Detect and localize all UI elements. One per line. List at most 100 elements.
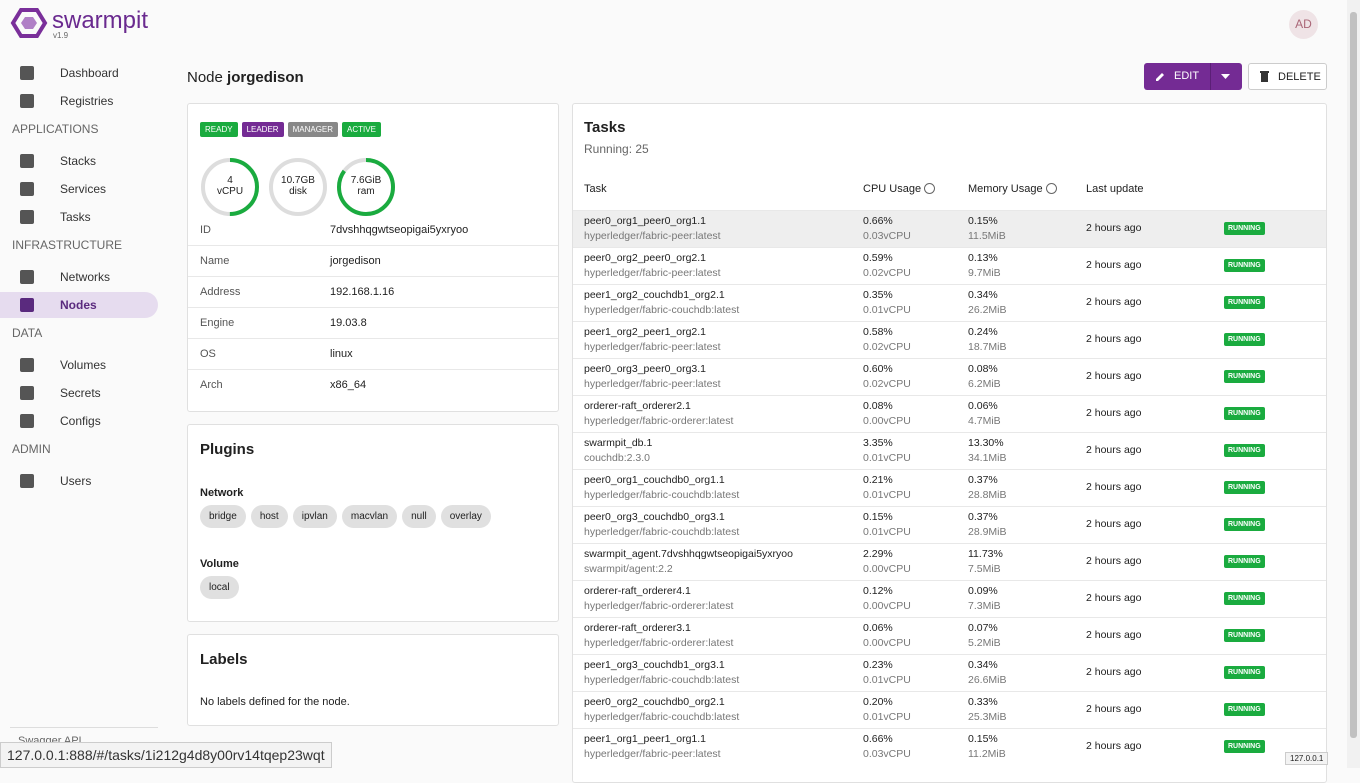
nav-item[interactable]: Users <box>0 468 158 494</box>
delete-button[interactable]: DELETE <box>1248 63 1327 90</box>
nav-item[interactable]: Services <box>0 176 158 202</box>
info-key: Name <box>200 255 230 267</box>
tasks-title: Tasks <box>584 119 626 136</box>
task-row[interactable]: orderer-raft_orderer4.1 hyperledger/fabri… <box>573 580 1326 617</box>
last-update: 2 hours ago <box>1086 592 1142 604</box>
cpu-percent: 0.35% <box>863 289 893 301</box>
cpu-percent: 0.15% <box>863 511 893 523</box>
gauge-text: 4 vCPU <box>199 175 261 197</box>
last-update: 2 hours ago <box>1086 666 1142 678</box>
memory-size: 18.7MiB <box>968 341 1007 353</box>
task-row[interactable]: peer1_org2_couchdb1_org2.1 hyperledger/fa… <box>573 284 1326 321</box>
nav-item[interactable]: Dashboard <box>0 60 158 86</box>
help-icon <box>924 183 936 194</box>
last-update: 2 hours ago <box>1086 296 1142 308</box>
cpu-percent: 0.58% <box>863 326 893 338</box>
cpu-vcpu: 0.01vCPU <box>863 526 911 538</box>
task-row[interactable]: peer0_org2_peer0_org2.1 hyperledger/fabri… <box>573 247 1326 284</box>
task-row[interactable]: swarmpit_db.1 couchdb:2.3.0 3.35% 0.01vCPU 1… <box>573 432 1326 469</box>
task-image: hyperledger/fabric-peer:latest <box>584 230 721 242</box>
gauge-track <box>269 158 327 216</box>
nav-icon <box>20 210 34 224</box>
task-row[interactable]: peer0_org3_couchdb0_org3.1 hyperledger/fa… <box>573 506 1326 543</box>
status-badge: RUNNING <box>1224 333 1265 346</box>
cpu-percent: 0.60% <box>863 363 893 375</box>
info-value: x86_64 <box>330 379 367 391</box>
plugins-title: Plugins <box>200 441 255 458</box>
nav-item[interactable]: Stacks <box>0 148 158 174</box>
gauge-unit: vCPU <box>216 186 244 197</box>
cpu-vcpu: 0.03vCPU <box>863 230 911 242</box>
memory-percent: 0.07% <box>968 622 998 634</box>
status-badge: RUNNING <box>1224 629 1265 642</box>
memory-size: 28.8MiB <box>968 489 1007 501</box>
cpu-percent: 0.12% <box>863 585 893 597</box>
memory-size: 5.2MiB <box>968 637 1001 649</box>
nav-item[interactable]: Tasks <box>0 204 158 230</box>
nav-item[interactable]: Secrets <box>0 380 158 406</box>
gauge: 7.6GiB ram <box>335 156 397 218</box>
gauge-text: 10.7GB disk <box>267 175 329 197</box>
memory-percent: 0.24% <box>968 326 998 338</box>
column-header: Memory Usage <box>968 183 1057 195</box>
brand-version: v1.9 <box>53 31 69 40</box>
status-badge: RUNNING <box>1224 296 1265 309</box>
avatar[interactable]: AD <box>1289 10 1318 39</box>
nav-label: Users <box>60 474 92 488</box>
last-update: 2 hours ago <box>1086 370 1142 382</box>
last-update: 2 hours ago <box>1086 407 1142 419</box>
task-row[interactable]: orderer-raft_orderer3.1 hyperledger/fabri… <box>573 617 1326 654</box>
task-row[interactable]: peer0_org1_peer0_org1.1 hyperledger/fabri… <box>573 210 1326 247</box>
nav-label: Volumes <box>60 358 107 372</box>
badges: READY LEADER MANAGER ACTIVE <box>200 119 385 137</box>
nav-item[interactable]: Nodes <box>0 292 158 318</box>
task-row[interactable]: peer0_org3_peer0_org3.1 hyperledger/fabri… <box>573 358 1326 395</box>
plugin-chip: host <box>250 505 288 528</box>
task-name: peer0_org3_couchdb0_org3.1 <box>584 511 725 523</box>
memory-size: 7.5MiB <box>968 563 1001 575</box>
cpu-percent: 2.29% <box>863 548 893 560</box>
memory-percent: 11.73% <box>968 548 1003 560</box>
nav-item[interactable]: Volumes <box>0 352 158 378</box>
edit-button[interactable]: EDIT <box>1144 63 1242 90</box>
nav-icon <box>20 182 34 196</box>
memory-size: 26.6MiB <box>968 674 1007 686</box>
nav-label: Stacks <box>60 154 97 168</box>
gauge-ring <box>201 158 259 216</box>
cpu-percent: 0.59% <box>863 252 893 264</box>
cpu-percent: 0.20% <box>863 696 893 708</box>
task-row[interactable]: orderer-raft_orderer2.1 hyperledger/fabri… <box>573 395 1326 432</box>
delete-label: DELETE <box>1278 71 1321 83</box>
task-name: peer1_org2_couchdb1_org2.1 <box>584 289 725 301</box>
task-image: hyperledger/fabric-couchdb:latest <box>584 304 740 316</box>
tasks-summary: Running: 25 <box>584 142 649 156</box>
network-plugins: bridge host ipvlan macvlan null overlay <box>200 505 496 528</box>
nav-item[interactable]: Configs <box>0 408 158 434</box>
task-row[interactable]: peer0_org2_couchdb0_org2.1 hyperledger/fa… <box>573 691 1326 728</box>
nav-item[interactable]: Registries <box>0 88 158 114</box>
cpu-vcpu: 0.02vCPU <box>863 341 911 353</box>
task-image: hyperledger/fabric-couchdb:latest <box>584 711 740 723</box>
nav-item[interactable]: Networks <box>0 264 158 290</box>
cpu-vcpu: 0.00vCPU <box>863 637 911 649</box>
cpu-vcpu: 0.02vCPU <box>863 378 911 390</box>
info-row: Engine 19.03.8 <box>188 308 558 339</box>
labels-title: Labels <box>200 651 248 668</box>
task-image: couchdb:2.3.0 <box>584 452 650 464</box>
gauge-value: 7.6GiB <box>350 175 382 186</box>
memory-percent: 0.06% <box>968 400 998 412</box>
help-icon <box>1045 183 1057 194</box>
memory-size: 34.1MiB <box>968 452 1007 464</box>
task-row[interactable]: peer1_org2_peer1_org2.1 hyperledger/fabri… <box>573 321 1326 358</box>
task-row[interactable]: swarmpit_agent.7dvshhqgwtseopigai5yxryoo… <box>573 543 1326 580</box>
cpu-vcpu: 0.03vCPU <box>863 748 911 760</box>
badge: LEADER <box>241 122 284 137</box>
nav-label: Networks <box>60 270 111 284</box>
plugin-chip: macvlan <box>341 505 398 528</box>
nav-icon <box>20 474 34 488</box>
nav-icon <box>20 298 34 312</box>
task-row[interactable]: peer0_org1_couchdb0_org1.1 hyperledger/fa… <box>573 469 1326 506</box>
task-row[interactable]: peer1_org1_peer1_org1.1 hyperledger/fabri… <box>573 728 1326 765</box>
plugins-card: Plugins Network bridge host ipvlan macvlan n… <box>187 424 559 622</box>
task-row[interactable]: peer1_org3_couchdb1_org3.1 hyperledger/fa… <box>573 654 1326 691</box>
